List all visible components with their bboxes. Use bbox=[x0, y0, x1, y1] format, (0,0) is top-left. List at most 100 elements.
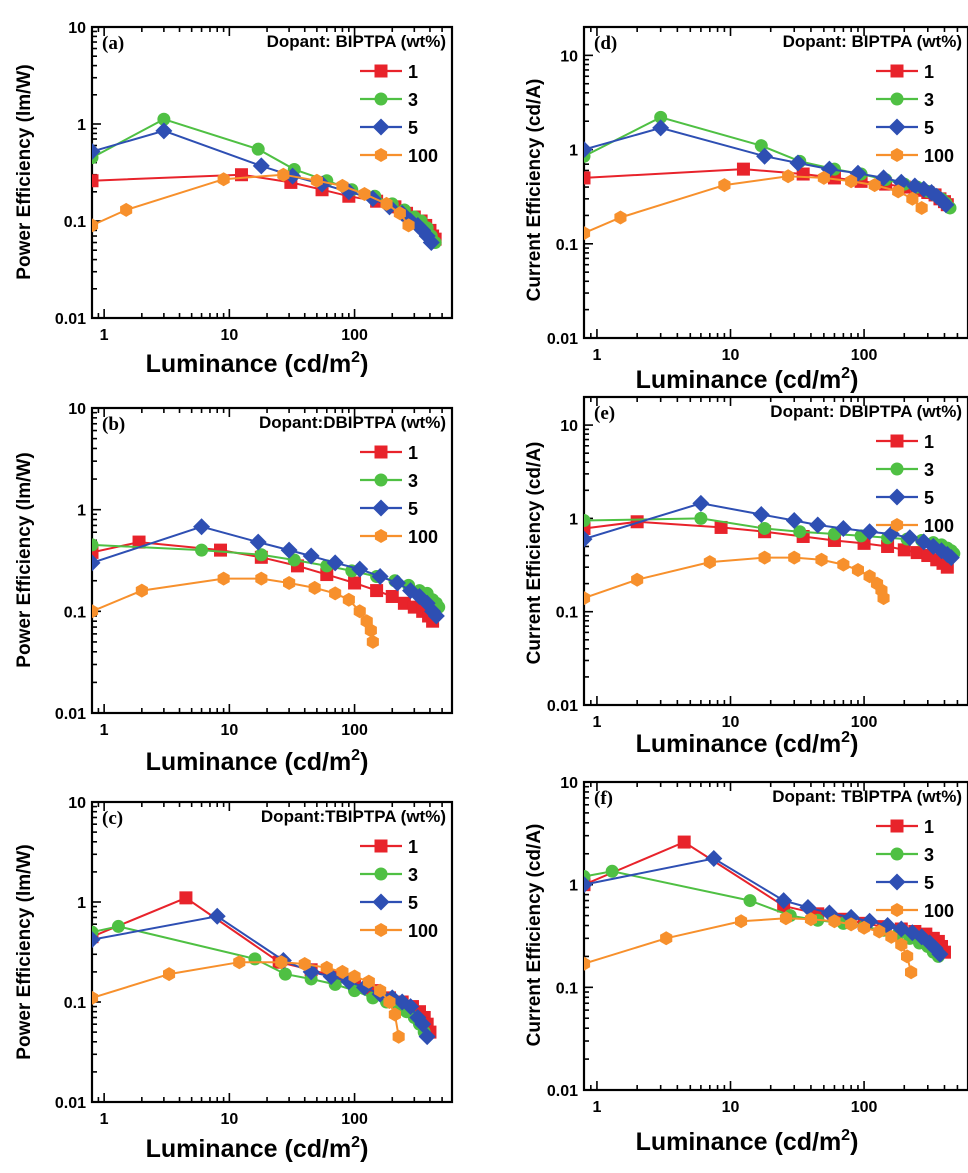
legend: Dopant: BIPTPA (wt%) 1 3 5 100 bbox=[783, 32, 962, 166]
data-point-5 bbox=[756, 147, 774, 165]
data-point-100 bbox=[308, 580, 321, 595]
x-axis-label: Luminance (cd/m2) bbox=[146, 747, 369, 776]
chart-panel-b: 1 10 100 0.01 0.1 1 10 Luminance (cd/m2) Power E… bbox=[14, 401, 454, 776]
panel-label: (e) bbox=[594, 403, 615, 424]
data-point-3 bbox=[654, 110, 668, 124]
data-point-3 bbox=[793, 525, 807, 539]
data-point-5 bbox=[422, 234, 440, 252]
x-tick-label: 100 bbox=[851, 347, 878, 364]
legend-marker-3 bbox=[890, 847, 904, 861]
x-tick-label: 100 bbox=[341, 327, 368, 344]
y-tick-label: 10 bbox=[560, 418, 578, 435]
x-tick-label: 1 bbox=[592, 714, 601, 731]
y-tick-label: 1 bbox=[569, 878, 578, 895]
legend: Dopant: BIPTPA (wt%) 1 3 5 100 bbox=[267, 32, 446, 166]
data-point-100 bbox=[392, 1029, 405, 1044]
x-tick-label: 10 bbox=[722, 714, 740, 731]
x-tick-label: 100 bbox=[851, 1099, 878, 1116]
data-point-1 bbox=[348, 576, 362, 590]
x-tick-label: 1 bbox=[592, 347, 601, 364]
data-point-100 bbox=[298, 957, 311, 971]
legend: Dopant: DBIPTPA (wt%) 1 3 5 100 bbox=[770, 402, 962, 536]
legend-title: Dopant: BIPTPA (wt%) bbox=[783, 32, 962, 51]
data-point-5 bbox=[775, 892, 793, 910]
data-point-100 bbox=[362, 974, 375, 989]
data-point-5 bbox=[901, 529, 919, 547]
panel-label: (c) bbox=[102, 808, 123, 829]
legend-marker-1 bbox=[374, 839, 388, 853]
data-point-1 bbox=[910, 546, 924, 560]
data-point-5 bbox=[942, 549, 960, 567]
y-axis-label: Power Efficiency (lm/W) bbox=[14, 452, 35, 667]
data-point-100 bbox=[92, 990, 99, 1005]
data-point-100 bbox=[310, 173, 323, 188]
data-point-1 bbox=[385, 589, 399, 603]
data-point-100 bbox=[135, 583, 148, 598]
series-line-1 bbox=[584, 168, 949, 206]
data-point-1 bbox=[584, 521, 591, 535]
legend-label-100: 100 bbox=[924, 516, 954, 536]
legend: Dopant:TBIPTPA (wt%) 1 3 5 100 bbox=[261, 807, 446, 941]
legend-label-1: 1 bbox=[924, 62, 934, 82]
data-point-100 bbox=[703, 555, 716, 570]
data-point-100 bbox=[631, 572, 644, 587]
x-tick-label: 1 bbox=[100, 327, 109, 344]
data-point-3 bbox=[251, 142, 265, 156]
y-tick-label: 1 bbox=[569, 511, 578, 528]
data-point-100 bbox=[217, 172, 230, 187]
data-point-100 bbox=[782, 169, 795, 184]
panel-label: (a) bbox=[102, 33, 124, 54]
chart-panel-f: 1 10 100 0.01 0.1 1 10 Luminance (cd/m2) Current… bbox=[524, 775, 968, 1156]
data-point-3 bbox=[758, 521, 772, 535]
legend-marker-3 bbox=[374, 473, 388, 487]
data-point-1 bbox=[234, 168, 248, 182]
data-point-100 bbox=[120, 202, 133, 217]
data-point-100 bbox=[892, 184, 905, 199]
data-point-100 bbox=[92, 218, 99, 233]
data-point-5 bbox=[351, 560, 369, 578]
panel-label: (f) bbox=[594, 788, 613, 809]
data-point-100 bbox=[718, 178, 731, 193]
legend-marker-100 bbox=[890, 148, 904, 162]
data-point-1 bbox=[214, 543, 228, 557]
data-point-100 bbox=[815, 552, 828, 567]
data-point-100 bbox=[779, 911, 792, 926]
legend-marker-3 bbox=[374, 92, 388, 106]
data-point-100 bbox=[163, 967, 176, 982]
data-point-100 bbox=[380, 196, 393, 211]
data-point-1 bbox=[714, 520, 728, 534]
y-axis-label: Current Efficiency (cd/A) bbox=[524, 442, 545, 665]
legend-title: Dopant:TBIPTPA (wt%) bbox=[261, 807, 446, 826]
data-point-3 bbox=[287, 553, 301, 567]
x-tick-label: 1 bbox=[100, 1111, 109, 1128]
data-point-5 bbox=[418, 1028, 436, 1046]
data-point-5 bbox=[652, 119, 670, 137]
data-point-100 bbox=[233, 955, 246, 970]
y-tick-label: 1 bbox=[569, 143, 578, 160]
y-tick-label: 10 bbox=[560, 775, 578, 792]
legend-label-100: 100 bbox=[408, 921, 438, 941]
plot-frame bbox=[582, 780, 968, 1092]
data-point-100 bbox=[364, 623, 377, 638]
data-point-3 bbox=[111, 919, 125, 933]
legend-marker-3 bbox=[890, 462, 904, 476]
data-point-5 bbox=[280, 541, 298, 559]
data-point-3 bbox=[248, 952, 262, 966]
y-tick-label: 0.01 bbox=[55, 706, 86, 723]
data-point-5 bbox=[409, 1008, 427, 1026]
data-point-100 bbox=[388, 1007, 401, 1022]
legend-title: Dopant:DBIPTPA (wt%) bbox=[259, 413, 446, 432]
data-point-100 bbox=[660, 931, 673, 946]
y-tick-label: 10 bbox=[68, 795, 86, 812]
y-tick-label: 0.1 bbox=[64, 995, 86, 1012]
legend-marker-5 bbox=[372, 893, 390, 911]
data-point-5 bbox=[752, 506, 770, 524]
series-line-100 bbox=[92, 577, 374, 643]
x-tick-label: 1 bbox=[100, 722, 109, 739]
data-point-5 bbox=[427, 607, 445, 625]
y-tick-label: 10 bbox=[68, 401, 86, 418]
data-point-100 bbox=[845, 174, 858, 189]
data-point-100 bbox=[358, 187, 371, 201]
